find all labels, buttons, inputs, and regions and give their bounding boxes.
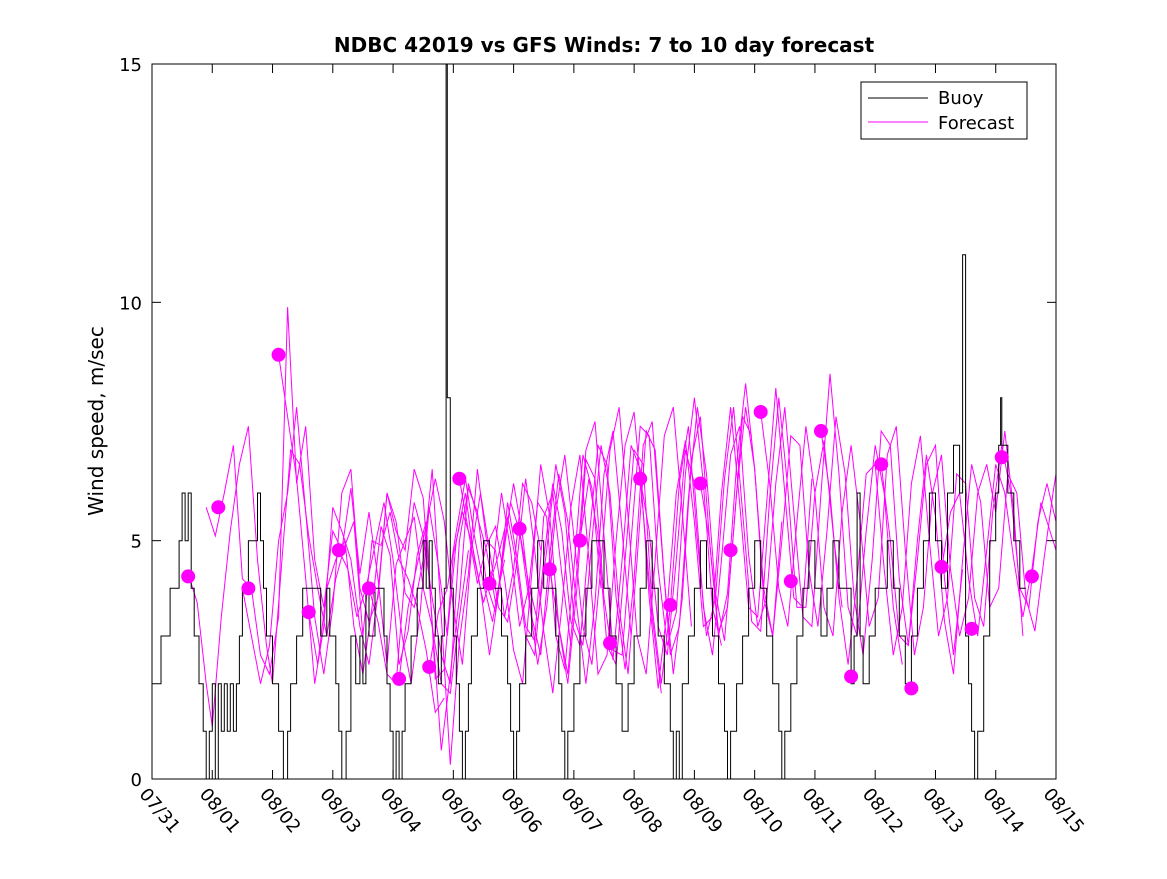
buoy-line-group (152, 64, 1026, 779)
forecast-marker (542, 562, 557, 577)
forecast-marker (572, 533, 587, 548)
plot-area (152, 64, 1056, 779)
forecast-marker (211, 500, 226, 515)
forecast-run-line (458, 397, 722, 684)
forecast-marker (181, 569, 196, 584)
forecast-marker (663, 598, 678, 613)
forecast-marker (934, 559, 949, 574)
y-tick-label: 5 (131, 532, 142, 553)
forecast-marker (422, 659, 437, 674)
forecast-run-line (398, 411, 662, 694)
forecast-marker (994, 450, 1009, 465)
forecast-marker (512, 521, 527, 536)
legend-buoy-label: Buoy (938, 88, 984, 109)
forecast-run-line (187, 426, 445, 727)
axes-box (151, 63, 1057, 780)
forecast-run-line (639, 373, 903, 665)
legend-box (860, 81, 1028, 140)
forecast-run-line (338, 454, 602, 684)
forecast-run-line (428, 407, 692, 675)
buoy-line (152, 64, 1026, 779)
forecast-run-line (549, 388, 813, 689)
forecast-marker (392, 671, 407, 686)
forecast-run-line (699, 407, 964, 656)
forecast-marker (633, 471, 648, 486)
y-tick-label: 0 (131, 770, 142, 791)
forecast-marker (603, 636, 618, 651)
forecast-run-line (760, 411, 1024, 656)
y-tick-label: 15 (119, 55, 142, 76)
forecast-lines (187, 307, 1056, 765)
forecast-marker (813, 424, 828, 439)
forecast-marker (361, 581, 376, 596)
forecast-marker (271, 347, 286, 362)
y-axis-ticks: 0 5 10 15 (119, 55, 1056, 791)
forecast-marker (753, 404, 768, 419)
forecast-marker (693, 476, 708, 491)
forecast-marker (452, 471, 467, 486)
forecast-marker (1024, 569, 1039, 584)
forecast-marker (301, 605, 316, 620)
forecast-marker (482, 576, 497, 591)
legend: Buoy Forecast (860, 81, 1028, 140)
forecast-marker (783, 574, 798, 589)
forecast-run-line (579, 397, 843, 684)
forecast-run-line (519, 383, 783, 675)
forecast-run-line (489, 407, 753, 670)
forecast-run-line (241, 407, 506, 751)
forecast-marker (241, 581, 256, 596)
forecast-marker (331, 543, 346, 558)
forecast-marker (723, 543, 738, 558)
forecast-marker (874, 457, 889, 472)
y-axis-label: Wind speed, m/sec (84, 326, 108, 516)
forecast-run-line (941, 464, 1056, 637)
forecast-marker (904, 681, 919, 696)
forecast-run-line (880, 454, 1056, 675)
legend-forecast-label: Forecast (938, 113, 1014, 134)
forecast-marker (964, 621, 979, 636)
forecast-markers (181, 347, 1039, 696)
chart-title: NDBC 42019 vs GFS Winds: 7 to 10 day for… (334, 33, 875, 57)
forecast-marker (844, 669, 859, 684)
y-tick-label: 10 (119, 293, 142, 314)
